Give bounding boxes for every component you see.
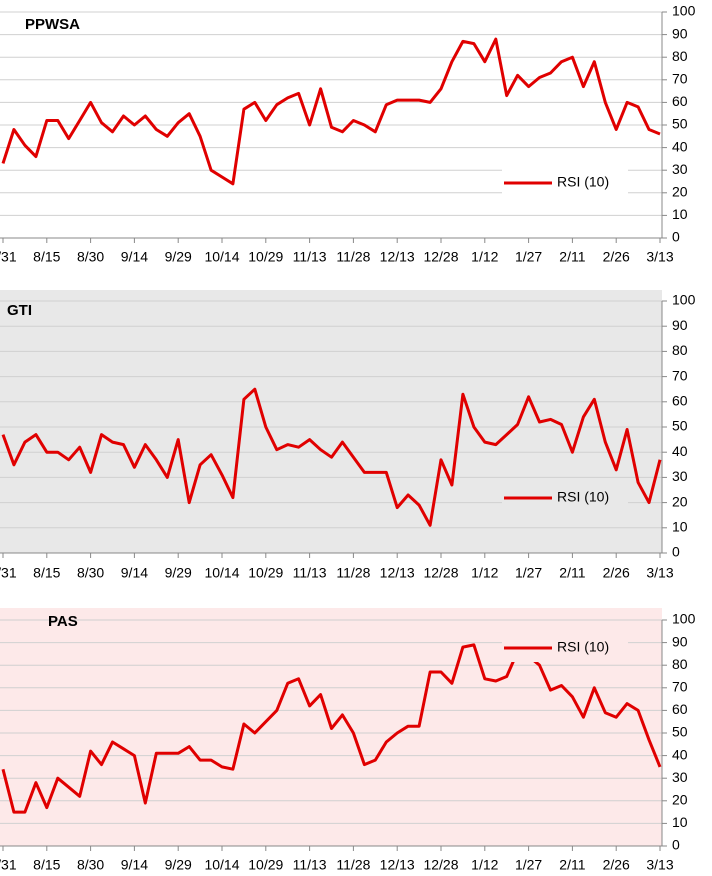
x-tick-label: 9/29 [165,565,192,581]
y-tick-label: 0 [672,229,680,245]
x-tick-label: 3/13 [646,249,673,265]
x-tick-label: 12/28 [423,565,458,581]
x-tick-label: 7/31 [0,565,17,581]
x-tick-label: 2/11 [559,565,585,581]
y-tick-label: 50 [672,418,688,434]
x-tick-label: 8/15 [33,565,60,581]
x-tick-label: 10/14 [204,249,239,265]
x-tick-label: 12/13 [380,565,415,581]
y-tick-label: 20 [672,184,688,200]
x-tick-label: 2/26 [603,565,630,581]
y-tick-label: 70 [672,679,688,695]
y-tick-label: 0 [672,544,680,560]
chart-panel: 0 10 20 30 40 50 60 70 80 90 100 7/31 8/15 8/30 9/14 9/… [0,290,696,581]
y-tick-label: 100 [672,611,696,627]
y-tick-label: 10 [672,814,688,830]
legend-label: RSI (10) [557,489,609,505]
y-tick-label: 20 [672,493,688,509]
chart-panel: 0 10 20 30 40 50 60 70 80 90 100 7/31 8/15 8/30 9/14 9/… [0,608,696,873]
x-tick-label: 8/15 [33,857,60,873]
x-tick-label: 8/15 [33,249,60,265]
x-tick-label: 12/13 [380,857,415,873]
y-tick-label: 40 [672,443,688,459]
x-tick-label: 3/13 [646,857,673,873]
chart-title: GTI [7,302,32,319]
x-tick-label: 7/31 [0,857,17,873]
plot-background [0,0,662,238]
x-tick-label: 10/29 [248,857,283,873]
y-tick-label: 80 [672,656,688,672]
x-tick-label: 2/26 [603,857,630,873]
line-series [1,37,661,186]
x-tick-label: 1/12 [471,249,498,265]
y-tick-label: 60 [672,93,688,109]
y-tick-label: 20 [672,792,688,808]
x-tick-label: 9/14 [121,857,148,873]
x-tick-label: 2/26 [603,249,630,265]
y-tick-label: 30 [672,161,688,177]
y-tick-label: 100 [672,292,696,308]
line-series [1,387,662,527]
y-tick-label: 10 [672,206,688,222]
y-tick-label: 60 [672,701,688,717]
y-tick-label: 70 [672,71,688,87]
x-tick-label: 8/30 [77,565,104,581]
x-tick-label: 8/30 [77,249,104,265]
x-tick-label: 2/11 [559,249,585,265]
legend-label: RSI (10) [557,174,609,190]
x-tick-label: 11/13 [293,565,327,581]
x-tick-label: 1/12 [471,857,498,873]
y-tick-label: 10 [672,519,688,535]
y-tick-label: 90 [672,317,688,333]
x-tick-label: 11/28 [336,857,370,873]
y-tick-label: 90 [672,633,688,649]
x-tick-label: 1/27 [515,857,542,873]
y-tick-label: 80 [672,342,688,358]
chart-title: PPWSA [25,16,80,33]
x-tick-label: 1/12 [471,565,498,581]
y-tick-label: 40 [672,138,688,154]
x-tick-label: 9/29 [165,857,192,873]
y-tick-label: 100 [672,3,696,19]
y-tick-label: 50 [672,724,688,740]
x-tick-label: 3/13 [646,565,673,581]
y-tick-label: 0 [672,837,680,853]
y-tick-label: 80 [672,48,688,64]
x-tick-label: 12/28 [423,857,458,873]
x-tick-label: 9/14 [121,565,148,581]
x-tick-label: 9/29 [165,249,192,265]
y-tick-label: 60 [672,393,688,409]
line-series [1,643,662,814]
y-tick-label: 40 [672,746,688,762]
x-tick-label: 1/27 [515,249,542,265]
y-tick-label: 30 [672,769,688,785]
x-tick-label: 10/14 [204,857,239,873]
x-tick-label: 11/28 [336,249,370,265]
chart-panel: 0 10 20 30 40 50 60 70 80 90 100 7/31 8/15 8/30 9/14 9/… [0,0,696,265]
x-tick-label: 1/27 [515,565,542,581]
x-tick-label: 8/30 [77,857,104,873]
legend-label: RSI (10) [557,639,609,655]
x-tick-label: 12/13 [380,249,415,265]
x-tick-label: 12/28 [423,249,458,265]
x-tick-label: 2/11 [559,857,585,873]
y-tick-label: 90 [672,25,688,41]
x-tick-label: 11/13 [293,857,327,873]
x-tick-label: 10/29 [248,565,283,581]
x-tick-label: 10/29 [248,249,283,265]
x-tick-label: 7/31 [0,249,17,265]
x-tick-label: 10/14 [204,565,239,581]
y-tick-label: 70 [672,367,688,383]
x-tick-label: 11/13 [293,249,327,265]
plot-background [0,290,662,553]
chart-title: PAS [48,613,78,630]
y-tick-label: 30 [672,468,688,484]
y-tick-label: 50 [672,116,688,132]
x-tick-label: 11/28 [336,565,370,581]
x-tick-label: 9/14 [121,249,148,265]
